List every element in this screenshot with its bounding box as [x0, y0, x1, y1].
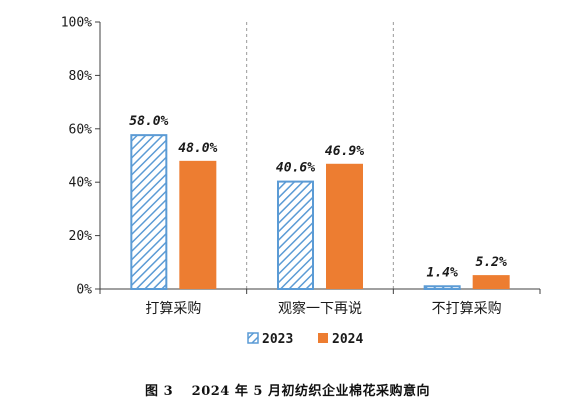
- bar-2024: [326, 163, 363, 289]
- category-label: 不打算采购: [432, 300, 502, 317]
- bar-2023: [423, 285, 461, 290]
- legend-swatch-2023: [247, 332, 259, 344]
- legend-label: 2024: [332, 332, 363, 347]
- y-tick-label: 40%: [69, 176, 93, 191]
- figure-caption: 图 3 2024 年 5 月初纺织企业棉花采购意向: [145, 384, 430, 399]
- category-label: 观察一下再说: [278, 300, 362, 317]
- y-tick-label: 80%: [69, 69, 93, 84]
- plot-area: 0% 20% 40% 60% 80% 100% 58.0% 48.0% 打算采购 40.6% 46.…: [61, 16, 541, 317]
- legend: 2023 2024: [247, 332, 363, 347]
- category-label: 打算采购: [145, 300, 201, 317]
- data-label: 58.0%: [129, 114, 168, 129]
- data-label: 40.6%: [276, 161, 315, 176]
- data-label: 5.2%: [476, 255, 507, 270]
- bar-2023: [277, 180, 314, 291]
- y-tick-label: 60%: [69, 122, 93, 137]
- y-tick-label: 0%: [76, 283, 92, 298]
- legend-swatch-2024: [318, 333, 328, 343]
- data-label: 48.0%: [178, 141, 217, 156]
- bar-2023: [130, 134, 168, 290]
- data-label: 1.4%: [427, 265, 458, 280]
- bar-2024: [179, 160, 217, 289]
- y-tick-label: 20%: [69, 229, 93, 244]
- y-tick-label: 100%: [61, 16, 92, 31]
- bar-chart: 0% 20% 40% 60% 80% 100% 58.0% 48.0% 打算采购 40.6% 46.…: [61, 16, 541, 347]
- legend-label: 2023: [262, 332, 293, 347]
- data-label: 46.9%: [325, 144, 364, 159]
- bar-2024: [472, 275, 510, 289]
